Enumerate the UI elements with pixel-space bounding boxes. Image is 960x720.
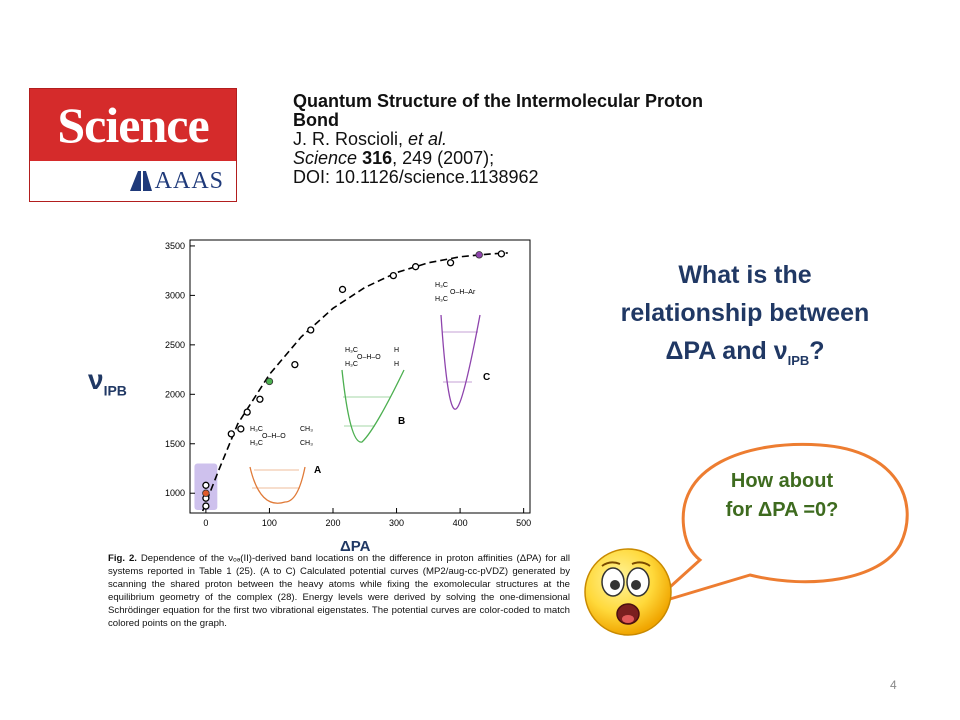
question-text: What is the relationship between ΔPA and…	[585, 256, 905, 380]
author-names: J. R. Roscioli,	[293, 129, 409, 149]
potential-curve-c	[440, 314, 481, 410]
x-tick-label: 0	[203, 518, 208, 528]
data-point	[307, 326, 315, 334]
pages-year: , 249 (2007);	[392, 148, 495, 168]
caption-fig-label: Fig. 2.	[108, 553, 137, 564]
data-point	[256, 395, 264, 403]
figure-chart: 0 100 200 300 400 500 1000 1500 2000 2500 3000 3500…	[165, 239, 531, 528]
mol-a-l5: CH₃	[300, 440, 313, 447]
bubble-line-1: How about	[730, 470, 834, 492]
bubble-line-2: for ΔPA =0?	[725, 499, 839, 521]
paper-reference: Science 316, 249 (2007);	[293, 149, 713, 168]
question-line-3-post: ?	[809, 337, 825, 365]
data-point	[243, 408, 251, 416]
paper-title: Quantum Structure of the Intermolecular …	[293, 91, 704, 130]
worried-face-emoji-icon	[584, 548, 672, 636]
data-point	[202, 502, 210, 510]
data-point	[202, 481, 210, 489]
fit-curve	[201, 252, 508, 512]
page-number: 4	[890, 678, 897, 692]
left-brow	[601, 561, 621, 567]
data-point	[389, 271, 398, 280]
nu-ipb-label: νIPB	[88, 364, 127, 399]
nu-subscript: IPB	[103, 382, 127, 399]
data-point	[291, 360, 299, 369]
science-wordmark: Science	[30, 89, 236, 161]
mol-b-l4: H₃C	[345, 361, 358, 368]
panel-label-a: A	[314, 465, 321, 476]
left-pupil	[610, 580, 620, 590]
data-point	[497, 250, 506, 258]
right-pupil	[631, 580, 641, 590]
mol-a-l4: H₃C	[250, 440, 263, 447]
journal-volume: 316	[362, 148, 393, 168]
mol-a-l3: CH₃	[300, 426, 313, 433]
panel-label-c: C	[483, 372, 490, 383]
data-point	[227, 430, 235, 438]
data-point	[237, 425, 245, 433]
mol-b-l5: H	[394, 361, 399, 368]
paper-doi: DOI: 10.1126/science.1138962	[293, 167, 539, 187]
question-line-3: ΔPA and νIPB?	[585, 332, 905, 380]
et-al: et al.	[408, 129, 448, 149]
mol-b-l1: H₃C	[345, 347, 358, 354]
speech-bubble	[648, 442, 909, 607]
panel-label-b: B	[398, 416, 405, 427]
question-line-3-pre: ΔPA and ν	[665, 337, 788, 365]
potential-curve-a	[249, 466, 306, 504]
x-tick-label: 400	[453, 518, 468, 528]
journal-name: Science	[293, 148, 358, 168]
y-tick-label: 2500	[165, 340, 185, 350]
x-tick-label: 200	[325, 518, 340, 528]
inset-c: C H₃C O–H–Ar H₃C	[435, 282, 490, 410]
mol-c-l1: H₃C	[435, 282, 448, 289]
data-point-colored	[265, 377, 274, 386]
aaas-publisher: AAAS	[154, 168, 224, 194]
figure-caption: Fig. 2. Dependence of the νₒₔ(II)-derive…	[108, 552, 570, 630]
inset-a: A H₃C O–H–O CH₃ H₃C CH₃	[249, 426, 321, 504]
question-line-2: relationship between	[620, 299, 870, 327]
data-point	[338, 285, 347, 294]
data-point-colored	[475, 251, 483, 259]
mol-b-l3: H	[394, 347, 399, 354]
mol-b-l2: O–H–O	[357, 354, 381, 361]
nu-symbol: ν	[88, 364, 104, 395]
speech-bubble-outline	[648, 442, 909, 607]
paper-authors: J. R. Roscioli, et al.	[293, 130, 713, 149]
plot-frame	[189, 239, 531, 514]
y-tick-label: 1000	[165, 488, 185, 498]
y-tick-label: 2000	[165, 389, 185, 399]
delta-pa-label: ΔPA	[340, 538, 371, 555]
data-point	[411, 263, 420, 271]
inset-b: B H₃C O–H–O H H₃C H	[341, 347, 405, 443]
right-brow	[631, 561, 651, 567]
mol-a-l1: H₃C	[250, 426, 263, 433]
data-point-colored	[202, 489, 210, 497]
x-tick-label: 500	[516, 518, 531, 528]
mol-c-l2: O–H–Ar	[450, 289, 476, 296]
question-line-3-sub: IPB	[787, 353, 810, 368]
science-logo: Science AAAS	[29, 88, 237, 202]
speech-bubble-text: How about for ΔPA =0?	[702, 467, 862, 525]
x-tick-label: 300	[389, 518, 404, 528]
tongue	[622, 615, 634, 623]
y-tick-label: 1500	[165, 439, 185, 449]
mol-a-l2: O–H–O	[262, 433, 286, 440]
data-point	[446, 259, 455, 267]
citation-block: Quantum Structure of the Intermolecular …	[293, 92, 713, 187]
y-tick-label: 3000	[165, 290, 185, 300]
mol-c-l3: H₃C	[435, 296, 448, 303]
potential-curve-b	[341, 369, 405, 443]
question-line-1: What is the	[678, 261, 812, 289]
x-tick-label: 100	[262, 518, 277, 528]
caption-text: Dependence of the νₒₔ(II)-derived band l…	[108, 553, 571, 629]
aaas-mark-icon	[130, 171, 152, 191]
y-tick-label: 3500	[165, 241, 185, 251]
